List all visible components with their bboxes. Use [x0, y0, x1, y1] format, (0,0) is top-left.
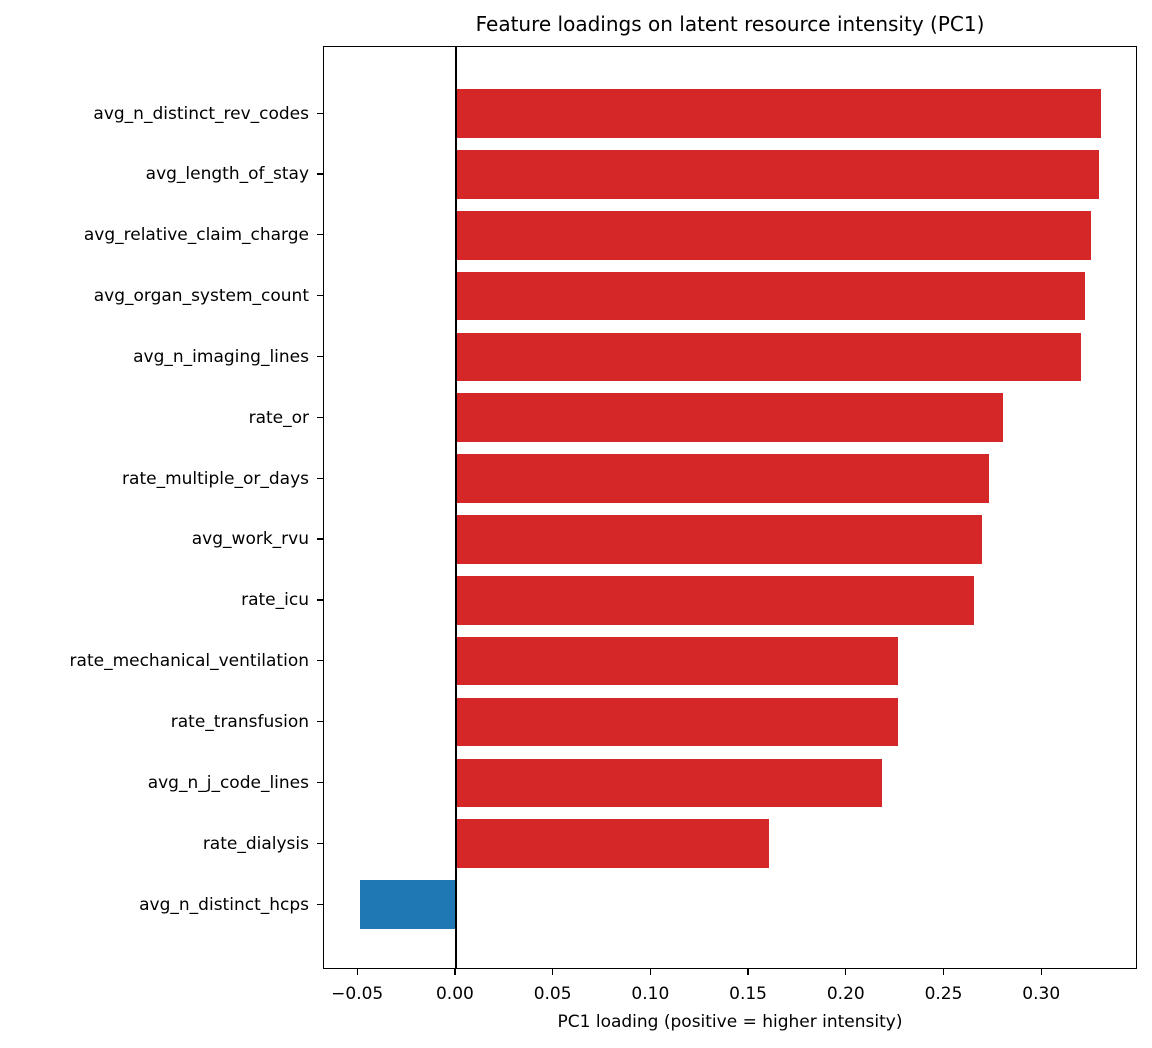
y-tick-label: avg_n_distinct_rev_codes [93, 103, 309, 124]
bar-avg_n_distinct_hcps [360, 880, 456, 929]
y-tick [317, 660, 323, 662]
x-tick [454, 969, 456, 975]
bar-avg_n_distinct_rev_codes [455, 89, 1101, 138]
bar-rate_transfusion [455, 697, 898, 747]
zero-reference-line [455, 47, 457, 968]
x-tick [1040, 969, 1042, 975]
x-tick [845, 969, 847, 975]
y-tick [317, 842, 323, 844]
chart-title: Feature loadings on latent resource inte… [475, 12, 985, 36]
y-tick [317, 903, 323, 905]
y-tick [317, 781, 323, 784]
x-tick-label: 0.00 [435, 984, 474, 1004]
y-tick [317, 599, 323, 601]
y-tick [317, 538, 323, 540]
bar-rate_or [455, 393, 1004, 443]
x-axis-label: PC1 loading (positive = higher intensity… [557, 1012, 903, 1032]
y-tick-label: avg_work_rvu [191, 529, 309, 550]
y-tick [317, 355, 323, 358]
x-tick [649, 969, 651, 975]
y-tick [317, 112, 323, 114]
y-tick-label: rate_mechanical_ventilation [69, 651, 309, 672]
bar-rate_multiple_or_days [455, 454, 990, 503]
y-tick-label: avg_relative_claim_charge [83, 225, 309, 246]
plot-area [323, 46, 1137, 969]
y-tick-label: avg_length_of_stay [145, 164, 309, 185]
bar-avg_n_imaging_lines [455, 332, 1082, 382]
x-tick-label: 0.05 [533, 984, 572, 1004]
bar-rate_mechanical_ventilation [455, 636, 898, 686]
y-tick-label: rate_or [248, 407, 309, 428]
x-tick-label: 0.25 [924, 984, 963, 1004]
x-tick [942, 969, 945, 975]
y-tick [317, 416, 323, 419]
y-tick [317, 234, 323, 236]
y-tick-label: avg_n_j_code_lines [147, 772, 309, 793]
x-tick [356, 969, 358, 975]
y-tick [317, 173, 323, 175]
x-tick-label: 0.10 [631, 984, 670, 1004]
y-tick [317, 295, 323, 297]
x-tick [551, 969, 554, 975]
bar-avg_relative_claim_charge [455, 210, 1092, 260]
bar-avg_organ_system_count [455, 271, 1086, 321]
y-tick-label: rate_transfusion [170, 712, 309, 732]
y-tick-label: rate_dialysis [202, 833, 309, 854]
y-tick-label: avg_n_distinct_hcps [139, 894, 309, 915]
bar-rate_icu [455, 575, 974, 625]
y-tick-label: rate_multiple_or_days [122, 468, 309, 489]
bar-avg_n_j_code_lines [455, 758, 882, 808]
y-tick-label: avg_organ_system_count [93, 286, 309, 307]
y-tick-label: avg_n_imaging_lines [133, 346, 309, 367]
x-tick-label: −0.05 [331, 984, 384, 1004]
bar-avg_work_rvu [455, 515, 982, 564]
bar-rate_dialysis [455, 819, 769, 869]
y-tick [317, 477, 323, 479]
x-tick-label: 0.30 [1022, 984, 1061, 1004]
x-tick-label: 0.15 [729, 984, 767, 1004]
bar-avg_length_of_stay [455, 150, 1099, 199]
y-tick-label: rate_icu [241, 590, 309, 611]
x-tick-label: 0.20 [826, 984, 865, 1004]
y-tick [317, 721, 323, 723]
x-tick [747, 969, 749, 975]
